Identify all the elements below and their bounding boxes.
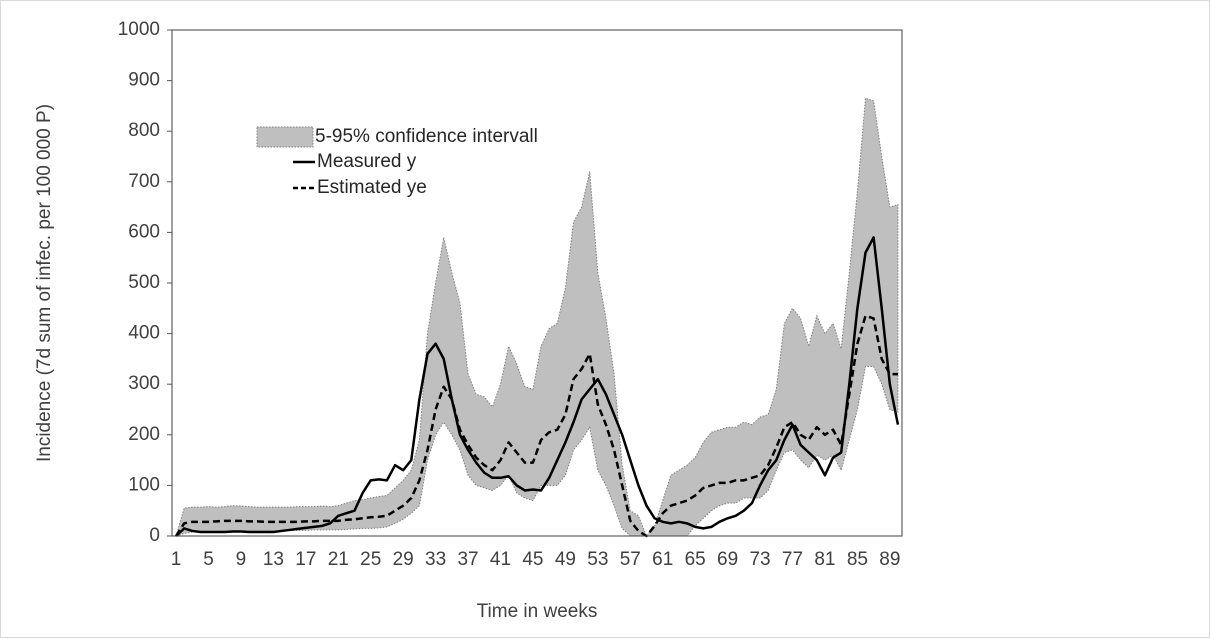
x-tick-label: 61 [652,549,673,570]
legend-label: Measured y [317,151,417,172]
x-tick-label: 53 [587,549,608,570]
x-tick-label: 13 [263,549,284,570]
y-tick-label: 700 [128,171,160,192]
legend-label: Estimated ye [317,177,427,198]
x-tick-label: 5 [203,549,214,570]
x-tick-label: 73 [749,549,770,570]
x-tick-label: 37 [457,549,478,570]
legend-swatch [256,126,314,148]
y-tick-label: 600 [128,221,160,242]
x-tick-label: 89 [879,549,900,570]
x-tick-label: 69 [717,549,738,570]
series-line [175,236,900,537]
y-tick-label: 500 [128,272,160,293]
x-axis-title: Time in weeks [477,601,598,622]
x-tick-label: 45 [522,549,543,570]
x-tick-label: 25 [360,549,381,570]
y-tick-label: 300 [128,373,160,394]
x-tick-label: 9 [236,549,247,570]
legend-label: 5-95% confidence intervall [315,126,538,147]
x-tick-label: 17 [295,549,316,570]
x-tick-label: 41 [490,549,511,570]
legend: 5-95% confidence intervall Measured y Esti… [256,126,538,198]
x-tick-label: 29 [393,549,414,570]
x-tick-label: 81 [814,549,835,570]
plot-border [171,29,903,537]
x-tick-label: 21 [328,549,349,570]
y-tick-label: 1000 [118,19,160,40]
x-tick-label: 57 [620,549,641,570]
y-axis-title: Incidence (7d sum of infec. per 100 000 … [34,104,55,462]
x-tick-label: 85 [847,549,868,570]
y-tick-label: 0 [149,525,160,546]
x-tick-label: 65 [685,549,706,570]
y-tick-label: 100 [128,474,160,495]
y-tick-label: 900 [128,70,160,91]
x-tick-label: 77 [782,549,803,570]
y-tick-label: 400 [128,323,160,344]
y-tick-label: 200 [128,424,160,445]
x-tick-label: 49 [555,549,576,570]
x-tick-label: 33 [425,549,446,570]
x-tick-label: 1 [171,549,182,570]
series-line [175,314,898,538]
y-tick-label: 800 [128,120,160,141]
